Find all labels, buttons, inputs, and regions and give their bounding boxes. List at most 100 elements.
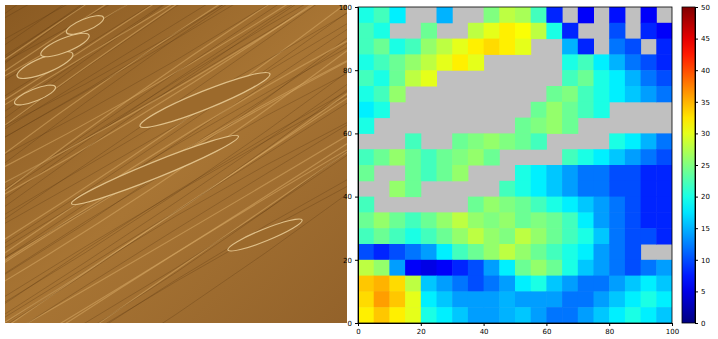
- heat-cell: [389, 276, 405, 292]
- heat-cell: [594, 228, 610, 244]
- tick-mark: [695, 260, 698, 261]
- heat-cell: [484, 23, 500, 39]
- heat-cell: [358, 23, 374, 39]
- heat-cell: [468, 276, 484, 292]
- heat-cell: [594, 260, 610, 276]
- heat-cell: [641, 197, 657, 213]
- afm-streak: [5, 5, 347, 21]
- heat-cell: [437, 212, 453, 228]
- heat-cell: [499, 133, 515, 149]
- heat-cell: [546, 197, 562, 213]
- afm-streak: [5, 5, 347, 62]
- heat-cell: [515, 118, 531, 134]
- heat-cell: [625, 244, 641, 260]
- heat-cell: [531, 276, 547, 292]
- heat-cell: [546, 7, 562, 23]
- heat-cell: [421, 276, 437, 292]
- heat-cell: [562, 86, 578, 102]
- heat-cell: [625, 212, 641, 228]
- heat-cell: [374, 23, 390, 39]
- heat-cell: [484, 212, 500, 228]
- heat-cell: [641, 276, 657, 292]
- heat-cell: [515, 228, 531, 244]
- heat-cell: [515, 181, 531, 197]
- heat-cell: [358, 276, 374, 292]
- heat-cell: [499, 39, 515, 55]
- tick-label: 20: [701, 193, 710, 201]
- heat-cell: [594, 197, 610, 213]
- heat-cell: [421, 291, 437, 307]
- heat-cell: [421, 165, 437, 181]
- heat-cell: [562, 197, 578, 213]
- heat-cell: [452, 165, 468, 181]
- tick-label: 60: [343, 130, 352, 138]
- afm-feature: [69, 129, 242, 211]
- heat-cell: [468, 212, 484, 228]
- tick-label: 20: [343, 257, 352, 265]
- heat-cell: [484, 133, 500, 149]
- heat-cell: [437, 149, 453, 165]
- x-axis: 020406080100: [356, 323, 679, 336]
- tick-mark: [695, 165, 698, 166]
- heat-cell: [405, 39, 421, 55]
- heat-cell: [578, 165, 594, 181]
- heat-cell: [515, 307, 531, 323]
- heat-cell: [625, 276, 641, 292]
- afm-streak: [5, 144, 347, 323]
- tick: 80: [605, 323, 614, 336]
- heat-cell: [594, 149, 610, 165]
- heat-cell: [452, 244, 468, 260]
- heat-cell: [389, 244, 405, 260]
- heat-cell: [656, 149, 672, 165]
- heat-cell: [358, 260, 374, 276]
- heat-cell: [656, 228, 672, 244]
- heat-cell: [656, 54, 672, 70]
- heat-cell: [641, 291, 657, 307]
- afm-streak: [5, 5, 347, 7]
- afm-streak: [5, 5, 347, 65]
- tick-mark: [609, 323, 610, 326]
- afm-feature: [226, 214, 305, 255]
- heat-cell: [625, 307, 641, 323]
- heat-cell: [389, 212, 405, 228]
- heat-cell: [562, 276, 578, 292]
- heat-cell: [531, 133, 547, 149]
- heat-cell: [625, 133, 641, 149]
- tick-mark: [695, 102, 698, 103]
- heat-cell: [484, 39, 500, 55]
- afm-streak: [5, 5, 347, 170]
- afm-image: [5, 5, 347, 323]
- tick: 0: [356, 323, 360, 336]
- heat-cell: [531, 291, 547, 307]
- heat-cell: [484, 276, 500, 292]
- heat-cell: [578, 7, 594, 23]
- heat-cell: [641, 181, 657, 197]
- heat-cell: [641, 54, 657, 70]
- heat-cell: [405, 133, 421, 149]
- tick-mark: [355, 7, 358, 8]
- tick: 5: [695, 288, 705, 296]
- tick-mark: [484, 323, 485, 326]
- heat-cell: [609, 228, 625, 244]
- heat-cell: [437, 228, 453, 244]
- heat-cell: [437, 7, 453, 23]
- heat-cell: [656, 197, 672, 213]
- tick: 30: [695, 130, 710, 138]
- heat-cell: [578, 244, 594, 260]
- heat-cell: [405, 228, 421, 244]
- heat-cell: [609, 70, 625, 86]
- heat-cell: [609, 244, 625, 260]
- heat-cell: [546, 165, 562, 181]
- heat-cell: [594, 244, 610, 260]
- tick: 20: [417, 323, 426, 336]
- heat-cell: [437, 291, 453, 307]
- heat-cell: [594, 86, 610, 102]
- heat-cell: [656, 70, 672, 86]
- heat-cell: [389, 70, 405, 86]
- heat-cell: [358, 307, 374, 323]
- heat-cell: [452, 307, 468, 323]
- heat-cell: [562, 260, 578, 276]
- heat-cell: [562, 307, 578, 323]
- heat-cell: [468, 39, 484, 55]
- heat-cell: [358, 70, 374, 86]
